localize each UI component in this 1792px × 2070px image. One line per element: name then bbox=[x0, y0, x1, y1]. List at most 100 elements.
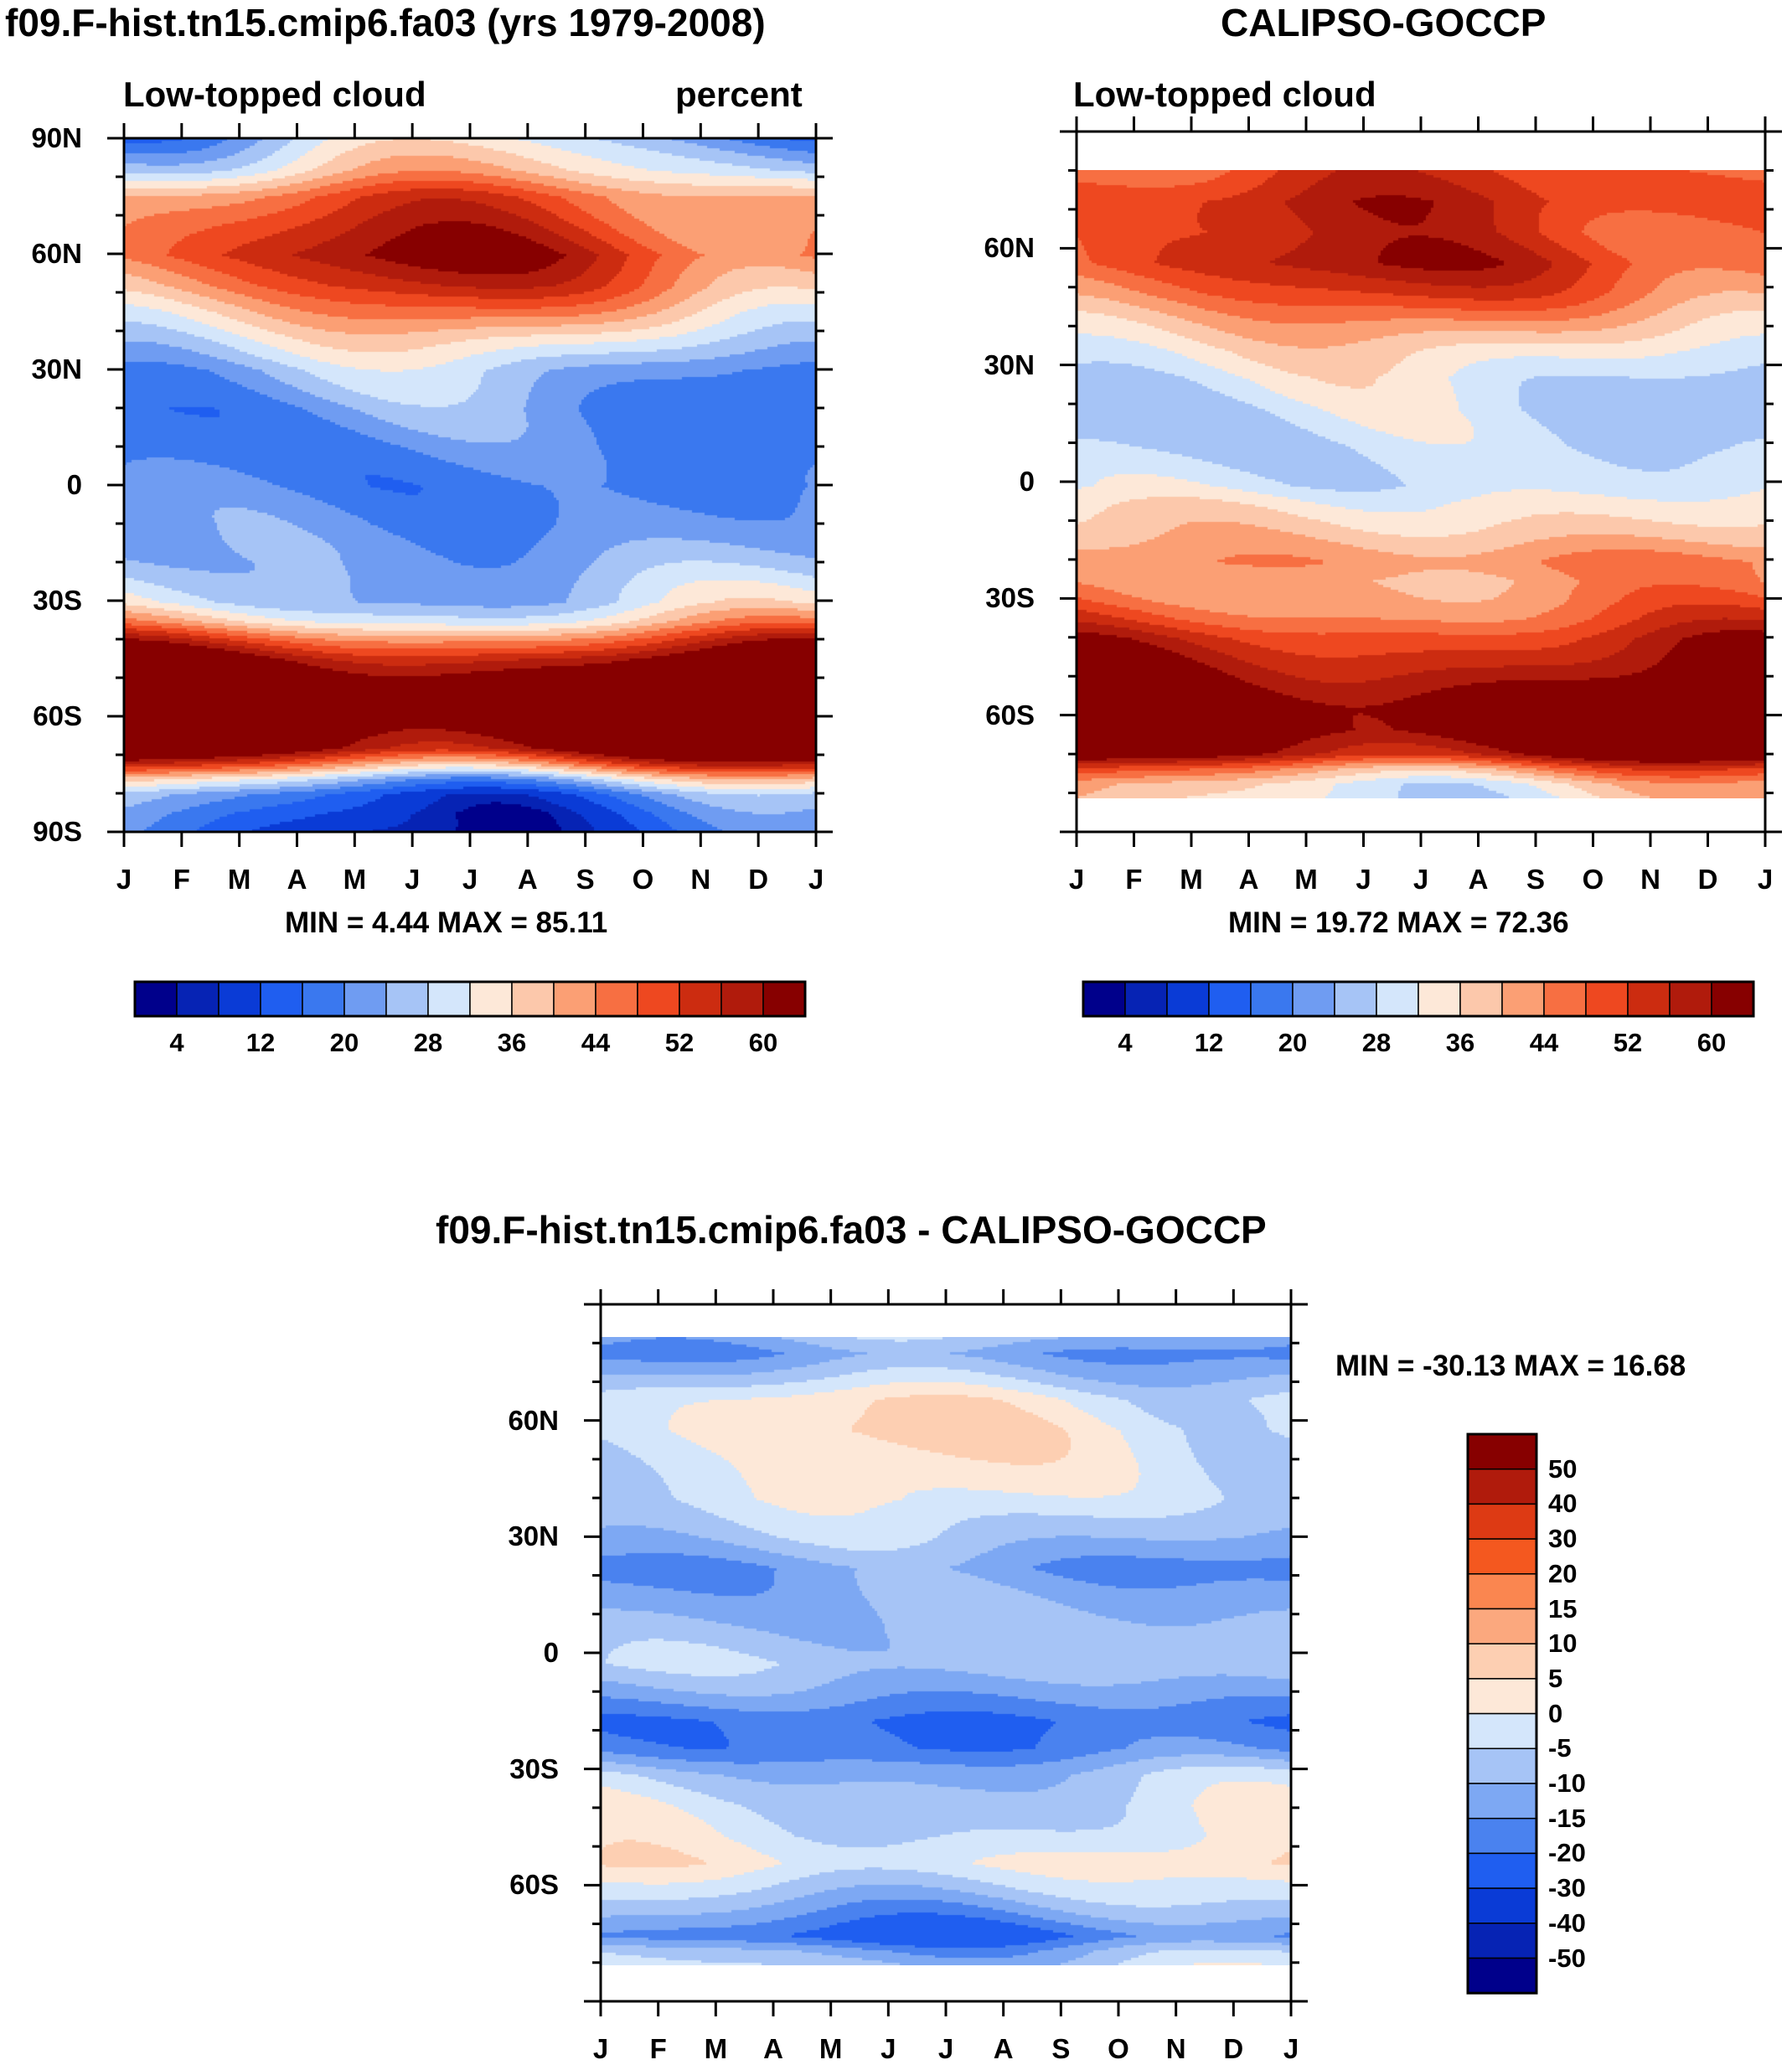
panel3-colorbar-label: 15 bbox=[1548, 1593, 1578, 1623]
panel1-y-tick-label: 30S bbox=[33, 585, 82, 616]
panel3-x-tick-label: F bbox=[649, 2033, 667, 2064]
panel3-y-tick-label: 60N bbox=[508, 1404, 559, 1436]
panel1-x-tick-label: M bbox=[227, 864, 251, 895]
panel3-colorbar-label: 0 bbox=[1548, 1698, 1563, 1728]
panel3-y-tick-label: 30S bbox=[509, 1753, 559, 1784]
panel2-colorbar-label: 36 bbox=[1445, 1028, 1475, 1057]
panel1-x-tick-label: D bbox=[748, 864, 769, 895]
panel1-colorbar-label: 60 bbox=[748, 1028, 778, 1057]
panel2-contour-field bbox=[1077, 170, 1765, 798]
panel2-x-tick-label: S bbox=[1526, 864, 1546, 895]
panel3-colorbar-label: -40 bbox=[1548, 1907, 1586, 1938]
panel2-x-tick-label: A bbox=[1468, 864, 1489, 895]
panel1-x-tick-label: A bbox=[287, 864, 307, 895]
panel1-x-tick-label: J bbox=[404, 864, 421, 895]
panel1-colorbar-box bbox=[762, 981, 806, 1017]
panel3-colorbar-label: 30 bbox=[1548, 1524, 1578, 1554]
panel2-colorbar-box bbox=[1418, 981, 1461, 1017]
panel1-x-tick-label: N bbox=[690, 864, 711, 895]
panel3-colorbar-box bbox=[1467, 1923, 1537, 1959]
panel3-x-tick-label: A bbox=[763, 2033, 783, 2064]
panel2-x-tick-label: M bbox=[1180, 864, 1203, 895]
panel1-x-tick-label: J bbox=[116, 864, 132, 895]
panel3-colorbar-box bbox=[1467, 1747, 1537, 1784]
panel1-y-tick-label: 60S bbox=[33, 700, 82, 731]
panel2-x-tick-label: O bbox=[1582, 864, 1604, 895]
panel1-colorbar-box bbox=[637, 981, 680, 1017]
panel1-subtitle-right: percent bbox=[675, 75, 803, 114]
panel2-x-tick-label: J bbox=[1757, 864, 1774, 895]
panel3-colorbar-label: -5 bbox=[1548, 1733, 1572, 1763]
panel3-colorbar-box bbox=[1467, 1957, 1537, 1994]
panel3-x-tick-label: J bbox=[1283, 2033, 1299, 2064]
panel1-x-tick-label: S bbox=[576, 864, 595, 895]
panel3-x-tick-label: J bbox=[881, 2033, 896, 2064]
panel3-x-tick-label: O bbox=[1108, 2033, 1129, 2064]
panel3-colorbar-box bbox=[1467, 1503, 1537, 1540]
panel3-colorbar-label: -50 bbox=[1548, 1943, 1586, 1973]
panel3-colorbar-box bbox=[1467, 1887, 1537, 1924]
panel3-colorbar-label: 50 bbox=[1548, 1453, 1578, 1484]
panel3-colorbar-label: 10 bbox=[1548, 1629, 1578, 1659]
panel2-colorbar-label: 4 bbox=[1118, 1028, 1133, 1057]
panel1-title: f09.F-hist.tn15.cmip6.fa03 (yrs 1979-200… bbox=[5, 1, 766, 44]
panel2-colorbar-outline bbox=[1082, 980, 1755, 1018]
panel3-contour-field bbox=[601, 1337, 1291, 1965]
panel1-colorbar-label: 12 bbox=[245, 1028, 276, 1057]
panel2-colorbar-label: 12 bbox=[1194, 1028, 1224, 1057]
panel2-y-tick-label: 0 bbox=[1019, 466, 1035, 497]
panel1-y-tick-label: 0 bbox=[66, 469, 82, 500]
panel1-y-tick-label: 60N bbox=[31, 238, 82, 269]
panel1-colorbar-label: 20 bbox=[329, 1028, 359, 1057]
panel3-x-tick-label: A bbox=[993, 2033, 1014, 2064]
panel3-title: f09.F-hist.tn15.cmip6.fa03 - CALIPSO-GOC… bbox=[436, 1208, 1267, 1252]
panel3-colorbar-box bbox=[1467, 1433, 1537, 1470]
panel2-colorbar-label: 52 bbox=[1613, 1028, 1643, 1057]
panel2-x-tick-label: F bbox=[1125, 864, 1143, 895]
panel2-y-tick-label: 60S bbox=[985, 699, 1035, 730]
panel2-colorbar-box bbox=[1166, 981, 1210, 1017]
panel3-min-max: MIN = -30.13 MAX = 16.68 bbox=[1335, 1350, 1686, 1382]
panel1-y-tick-label: 90S bbox=[33, 816, 82, 847]
panel3-colorbar-box bbox=[1467, 1678, 1537, 1715]
panel2-colorbar-box bbox=[1250, 981, 1294, 1017]
panel2-colorbar-box bbox=[1459, 981, 1503, 1017]
panel1-colorbar-label: 52 bbox=[664, 1028, 695, 1057]
panel1-colorbar-box bbox=[385, 981, 429, 1017]
panel2-colorbar-box bbox=[1501, 981, 1545, 1017]
panel2-colorbar-label: 60 bbox=[1696, 1028, 1727, 1057]
panel1-x-tick-label: J bbox=[462, 864, 478, 895]
panel3-colorbar-box bbox=[1467, 1468, 1537, 1505]
panel3-x-tick-label: J bbox=[592, 2033, 609, 2064]
panel2-x-tick-label: J bbox=[1068, 864, 1085, 895]
panel1-x-tick-label: A bbox=[517, 864, 538, 895]
panel3-x-tick-label: S bbox=[1051, 2033, 1071, 2064]
panel2-y-tick-label: 30S bbox=[985, 582, 1035, 614]
panel1-colorbar-label: 28 bbox=[413, 1028, 443, 1057]
panel2-x-tick-label: D bbox=[1697, 864, 1718, 895]
panel2-x-tick-label: N bbox=[1640, 864, 1660, 895]
panel1-y-tick-label: 30N bbox=[31, 354, 82, 385]
panel2-x-tick-label: J bbox=[1356, 864, 1371, 895]
panel3-x-tick-label: J bbox=[937, 2033, 954, 2064]
panel2-title: CALIPSO-GOCCP bbox=[1221, 1, 1547, 44]
panel1-colorbar-label: 36 bbox=[497, 1028, 527, 1057]
panel3-colorbar-box bbox=[1467, 1538, 1537, 1575]
panel3-colorbar-label: 5 bbox=[1548, 1663, 1563, 1693]
panel3-x-tick-label: D bbox=[1223, 2033, 1244, 2064]
panel1-x-tick-label: O bbox=[632, 864, 654, 895]
panel2-colorbar-box bbox=[1627, 981, 1671, 1017]
panel2-colorbar-label: 44 bbox=[1529, 1028, 1559, 1057]
panel2-colorbar-label: 28 bbox=[1361, 1028, 1392, 1057]
panel3-colorbar-label: -30 bbox=[1548, 1873, 1586, 1903]
panel3-y-tick-label: 60S bbox=[509, 1869, 559, 1901]
panel3-colorbar-box bbox=[1467, 1852, 1537, 1889]
panel2-colorbar-label: 20 bbox=[1278, 1028, 1308, 1057]
panel1-colorbar-label: 4 bbox=[169, 1028, 184, 1057]
panel1-y-tick-label: 90N bbox=[31, 122, 82, 153]
panel2-min-max: MIN = 19.72 MAX = 72.36 bbox=[1228, 906, 1569, 939]
